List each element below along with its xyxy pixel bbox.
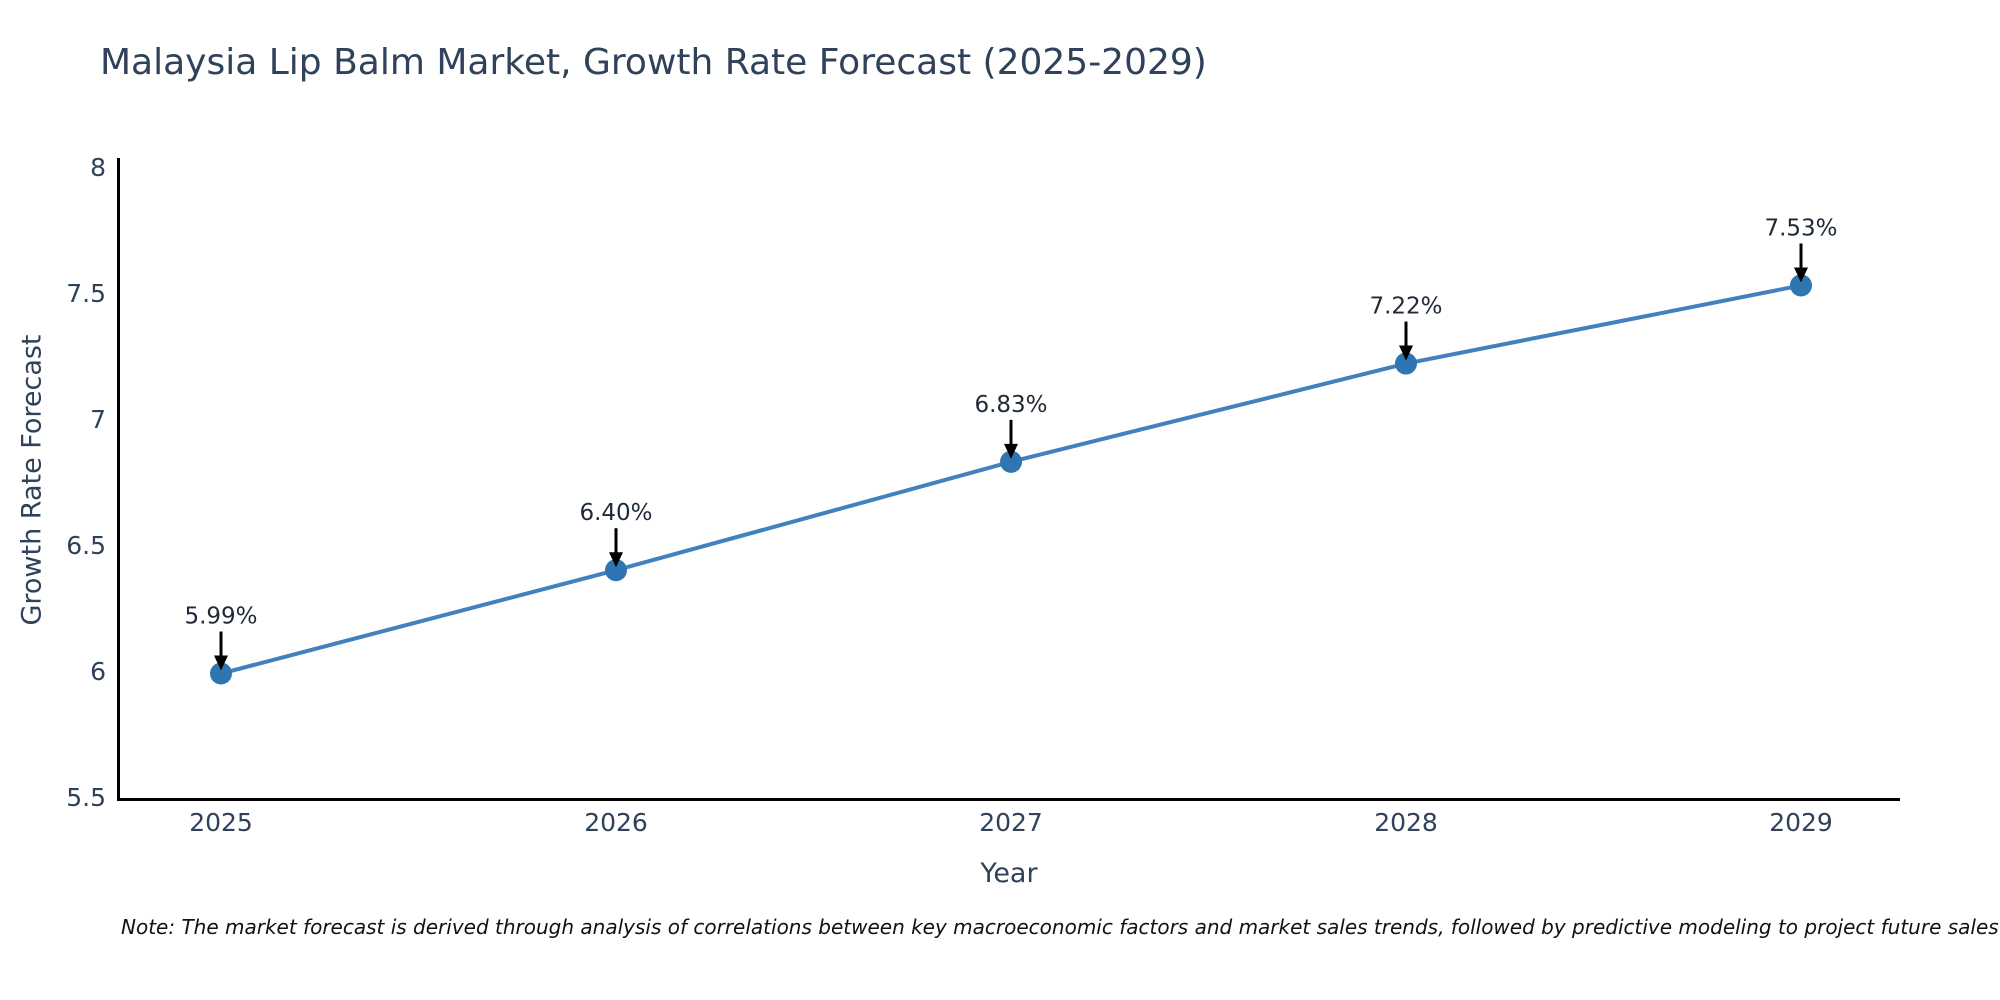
- data-point-marker: [1000, 450, 1022, 473]
- y-tick-label: 7.5: [66, 279, 106, 308]
- annotation-arrow-head: [1399, 345, 1413, 361]
- x-tick-label: 2025: [189, 808, 253, 837]
- data-point-marker: [605, 559, 627, 582]
- data-point-marker: [210, 662, 232, 685]
- annotation-arrow-head: [1794, 267, 1808, 283]
- data-point-label: 7.22%: [1369, 294, 1442, 320]
- x-tick-label: 2027: [979, 808, 1043, 837]
- data-point-label: 6.83%: [974, 392, 1047, 418]
- data-point-marker: [1395, 352, 1417, 375]
- x-tick-label: 2026: [584, 808, 648, 837]
- y-tick-label: 7: [90, 405, 106, 434]
- chart-title: Malaysia Lip Balm Market, Growth Rate Fo…: [100, 42, 1207, 83]
- data-point-label: 6.40%: [579, 500, 652, 526]
- data-point-label: 7.53%: [1764, 215, 1837, 241]
- annotation-arrow-head: [1004, 443, 1018, 459]
- data-point-label: 5.99%: [184, 604, 257, 630]
- x-axis-title: Year: [980, 858, 1038, 889]
- y-tick-label: 6: [90, 657, 106, 686]
- data-point-marker: [1790, 274, 1812, 297]
- annotation-arrow-head: [214, 655, 228, 671]
- y-tick-label: 5.5: [66, 783, 106, 812]
- y-tick-label: 8: [90, 153, 106, 182]
- x-tick-label: 2028: [1374, 808, 1438, 837]
- data-line: [219, 283, 1803, 676]
- footnote: Note: The market forecast is derived thr…: [121, 915, 1999, 939]
- annotation-arrow-head: [609, 552, 623, 568]
- y-tick-label: 6.5: [66, 531, 106, 560]
- x-tick-label: 2029: [1769, 808, 1833, 837]
